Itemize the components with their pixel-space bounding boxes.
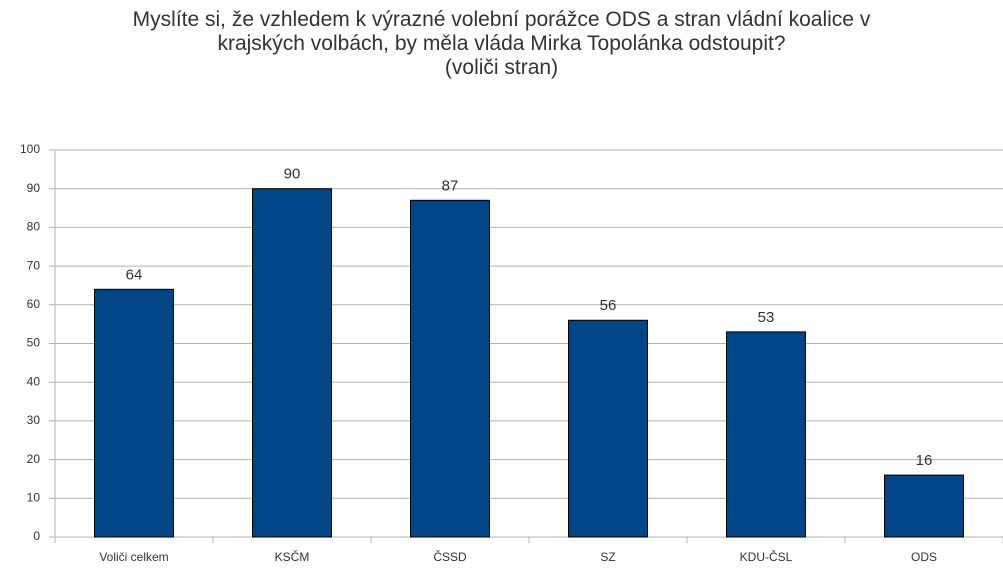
bar: [726, 331, 806, 538]
value-label: 90: [284, 166, 301, 183]
y-tick-label: 80: [27, 220, 41, 234]
x-tick-label: Voliči celkem: [99, 550, 168, 564]
y-tick-label: 70: [27, 258, 41, 272]
bar: [410, 199, 490, 538]
value-label: 56: [600, 297, 617, 314]
y-tick-label: 0: [33, 529, 40, 543]
title-box: Myslíte si, že vzhledem k výrazné volebn…: [100, 8, 903, 80]
x-tick-label: ODS: [911, 550, 937, 564]
bar: [884, 474, 964, 538]
y-tick-label: 90: [27, 181, 41, 195]
x-tick-label: SZ: [600, 550, 615, 564]
value-label: 53: [758, 309, 775, 326]
x-tick-label: ČSSD: [433, 549, 467, 564]
x-tick-label: KSČM: [275, 549, 310, 564]
bar: [252, 188, 332, 538]
chart-title: Myslíte si, že vzhledem k výrazné volebn…: [132, 8, 871, 55]
y-tick-label: 60: [27, 297, 41, 311]
bar: [568, 319, 648, 538]
value-label: 64: [126, 266, 143, 283]
chart-subtitle: (voliči stran): [444, 56, 559, 79]
y-tick-label: 20: [27, 452, 41, 466]
y-tick-label: 30: [27, 413, 41, 427]
y-tick-label: 50: [27, 336, 41, 350]
value-label: 16: [916, 452, 933, 469]
value-label: 87: [442, 177, 459, 194]
y-tick-label: 10: [27, 490, 41, 504]
x-tick-label: KDU-ČSL: [740, 549, 793, 564]
y-tick-label: 100: [20, 142, 40, 156]
y-tick-label: 40: [27, 374, 41, 388]
bar: [94, 288, 174, 538]
